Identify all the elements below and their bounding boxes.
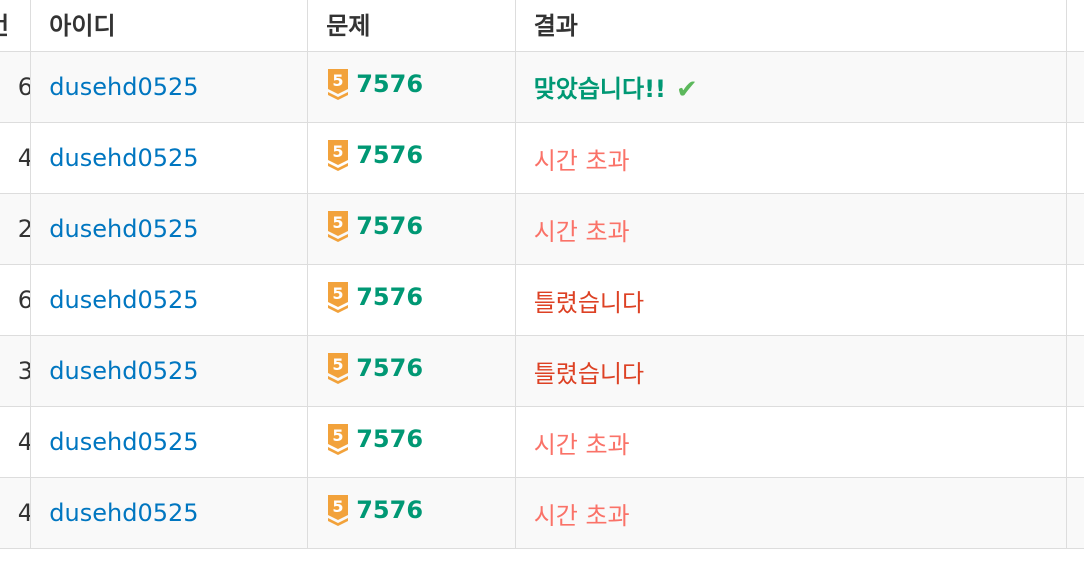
user-cell: dusehd0525 xyxy=(30,51,309,123)
submission-table: 번 아이디 문제 결과 62 dusehd0525 5 7576 맞았습니다!!… xyxy=(0,0,1084,549)
submission-number: 41 xyxy=(18,144,30,172)
tier-level: 5 xyxy=(333,497,344,516)
user-link[interactable]: dusehd0525 xyxy=(49,499,199,527)
table-row: 62 dusehd0525 5 7576 맞았습니다!! ✔ xyxy=(0,51,1084,123)
problem-cell: 5 7576 xyxy=(307,51,516,123)
submission-number-cell: 45 xyxy=(0,477,32,549)
result-cell: 틀렸습니다 xyxy=(514,264,1067,336)
table-row: 20 dusehd0525 5 7576 시간 초과 xyxy=(0,193,1084,265)
table-row: 37 dusehd0525 5 7576 틀렸습니다 xyxy=(0,335,1084,407)
result-text: 시간 초과 xyxy=(533,501,630,530)
tier-level: 5 xyxy=(333,355,344,374)
user-cell: dusehd0525 xyxy=(30,122,309,194)
header-row: 번 아이디 문제 결과 xyxy=(0,0,1084,52)
problem-link[interactable]: 7576 xyxy=(356,496,424,524)
submission-number-cell: 61 xyxy=(0,264,32,336)
tier-icon: 5 xyxy=(328,140,349,171)
user-link[interactable]: dusehd0525 xyxy=(49,73,199,101)
header-extra xyxy=(1065,0,1084,52)
result-cell: 시간 초과 xyxy=(514,477,1067,549)
extra-cell xyxy=(1065,264,1084,336)
user-cell: dusehd0525 xyxy=(30,406,309,478)
user-link[interactable]: dusehd0525 xyxy=(49,144,199,172)
result-cell: 맞았습니다!! ✔ xyxy=(514,51,1067,123)
result-cell: 시간 초과 xyxy=(514,193,1067,265)
user-link[interactable]: dusehd0525 xyxy=(49,215,199,243)
tier-icon: 5 xyxy=(328,353,349,384)
user-cell: dusehd0525 xyxy=(30,335,309,407)
problem-cell: 5 7576 xyxy=(307,406,516,478)
user-link[interactable]: dusehd0525 xyxy=(49,286,199,314)
header-id: 아이디 xyxy=(30,0,309,52)
result-text: 시간 초과 xyxy=(533,146,630,175)
tier-icon: 5 xyxy=(328,495,349,526)
tier-icon: 5 xyxy=(328,282,349,313)
submission-number-cell: 62 xyxy=(0,51,32,123)
submission-number: 61 xyxy=(18,286,30,314)
submission-number-cell: 20 xyxy=(0,193,32,265)
problem-link[interactable]: 7576 xyxy=(356,283,424,311)
problem-cell: 5 7576 xyxy=(307,264,516,336)
problem-link[interactable]: 7576 xyxy=(356,425,424,453)
header-result: 결과 xyxy=(514,0,1067,52)
table-row: 41 dusehd0525 5 7576 시간 초과 xyxy=(0,122,1084,194)
submission-number: 37 xyxy=(18,357,30,385)
result-cell: 시간 초과 xyxy=(514,406,1067,478)
tier-icon: 5 xyxy=(328,211,349,242)
submission-number: 45 xyxy=(18,499,30,527)
tier-level: 5 xyxy=(333,71,344,90)
problem-cell: 5 7576 xyxy=(307,477,516,549)
extra-cell xyxy=(1065,335,1084,407)
extra-cell xyxy=(1065,406,1084,478)
result-text: 틀렸습니다 xyxy=(533,288,645,317)
submission-number: 62 xyxy=(18,73,30,101)
user-cell: dusehd0525 xyxy=(30,264,309,336)
result-cell: 틀렸습니다 xyxy=(514,335,1067,407)
problem-link[interactable]: 7576 xyxy=(356,70,424,98)
result-text: 시간 초과 xyxy=(533,430,630,459)
result-text: 시간 초과 xyxy=(533,217,630,246)
tier-level: 5 xyxy=(333,142,344,161)
tier-level: 5 xyxy=(333,426,344,445)
table-row: 47 dusehd0525 5 7576 시간 초과 xyxy=(0,406,1084,478)
extra-cell xyxy=(1065,477,1084,549)
header-problem: 문제 xyxy=(307,0,516,52)
extra-cell xyxy=(1065,122,1084,194)
tier-level: 5 xyxy=(333,284,344,303)
problem-link[interactable]: 7576 xyxy=(356,141,424,169)
extra-cell xyxy=(1065,193,1084,265)
problem-link[interactable]: 7576 xyxy=(356,354,424,382)
user-cell: dusehd0525 xyxy=(30,193,309,265)
problem-cell: 5 7576 xyxy=(307,335,516,407)
result-text: 맞았습니다!! xyxy=(533,75,666,103)
check-icon: ✔ xyxy=(675,75,698,105)
extra-cell xyxy=(1065,51,1084,123)
tier-level: 5 xyxy=(333,213,344,232)
result-text: 틀렸습니다 xyxy=(533,359,645,388)
submission-number-cell: 37 xyxy=(0,335,32,407)
table-row: 61 dusehd0525 5 7576 틀렸습니다 xyxy=(0,264,1084,336)
header-num: 번 xyxy=(0,0,32,52)
tier-icon: 5 xyxy=(328,424,349,455)
user-link[interactable]: dusehd0525 xyxy=(49,357,199,385)
submission-number-cell: 41 xyxy=(0,122,32,194)
user-cell: dusehd0525 xyxy=(30,477,309,549)
user-link[interactable]: dusehd0525 xyxy=(49,428,199,456)
submission-number-cell: 47 xyxy=(0,406,32,478)
tier-icon: 5 xyxy=(328,69,349,100)
submission-number: 20 xyxy=(18,215,30,243)
problem-cell: 5 7576 xyxy=(307,193,516,265)
table-row: 45 dusehd0525 5 7576 시간 초과 xyxy=(0,477,1084,549)
result-cell: 시간 초과 xyxy=(514,122,1067,194)
submission-number: 47 xyxy=(18,428,30,456)
problem-link[interactable]: 7576 xyxy=(356,212,424,240)
problem-cell: 5 7576 xyxy=(307,122,516,194)
